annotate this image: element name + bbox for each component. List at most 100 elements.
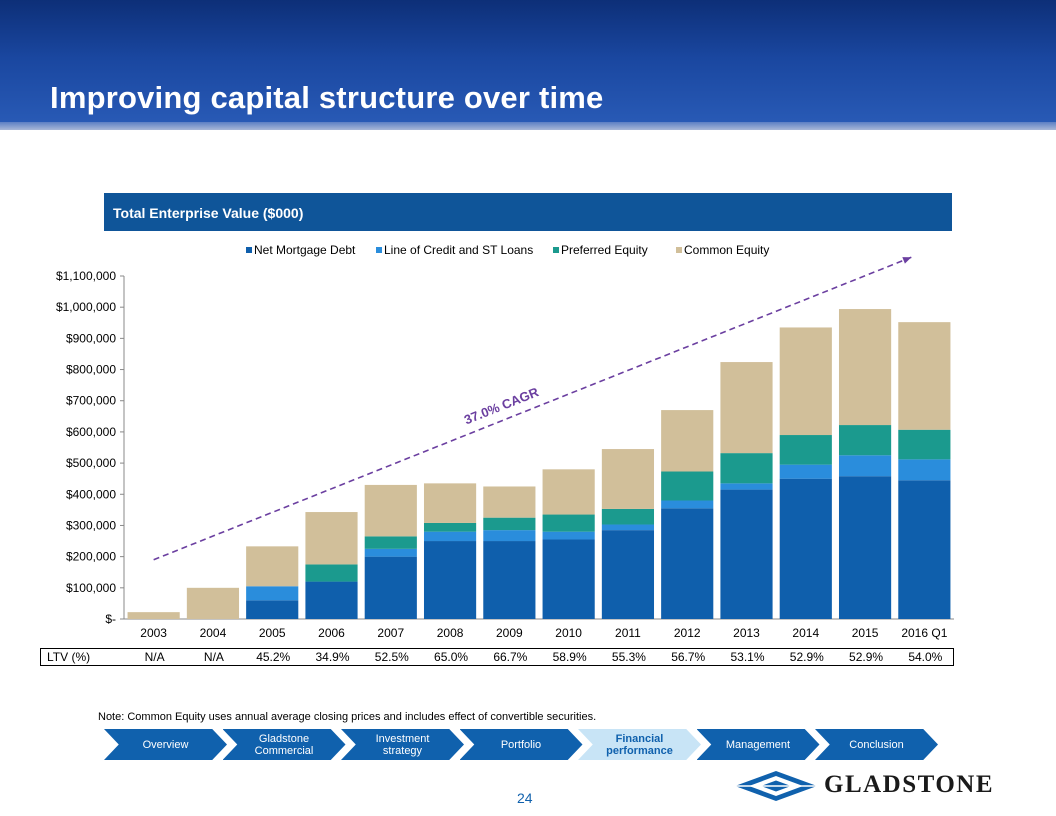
y-tick-label: $1,000,000	[56, 300, 116, 314]
bar-segment	[720, 453, 773, 484]
ltv-value: N/A	[144, 650, 165, 664]
y-tick-label: $200,000	[66, 550, 116, 564]
bar-segment	[305, 581, 358, 619]
ltv-value: 45.2%	[256, 650, 291, 664]
bar-segment	[898, 459, 951, 481]
nav-item-label: Conclusion	[849, 738, 904, 751]
legend-label: Common Equity	[684, 243, 769, 257]
nav-item-overview[interactable]: Overview	[104, 729, 227, 760]
x-tick-label: 2007	[377, 626, 404, 640]
bar-segment	[483, 530, 536, 542]
ltv-value: 53.1%	[730, 650, 765, 664]
bar-segment	[838, 425, 892, 456]
bar-segment	[423, 522, 477, 532]
bar-segment	[483, 541, 536, 619]
page-title: Improving capital structure over time	[50, 80, 604, 115]
nav-item-investment-strategy[interactable]: Investment strategy	[341, 729, 464, 760]
nav-item-financial-performance[interactable]: Financial performance	[578, 729, 701, 760]
nav-item-gladstone-commercial[interactable]: Gladstone Commercial	[222, 729, 346, 760]
cagr-arrowhead	[902, 257, 912, 264]
nav-item-label: Financial performance	[606, 732, 673, 757]
x-tick-label: 2008	[437, 626, 464, 640]
ltv-value: 52.5%	[374, 650, 409, 664]
nav-item-label: Investment strategy	[375, 732, 430, 757]
nav-item-label: Gladstone Commercial	[254, 732, 314, 757]
legend-label: Net Mortgage Debt	[254, 243, 356, 257]
nav-item-management[interactable]: Management	[696, 729, 820, 760]
ltv-value: 34.9%	[315, 650, 350, 664]
bar-segment	[246, 600, 299, 619]
bar-segment	[246, 586, 299, 601]
x-tick-label: 2014	[792, 626, 819, 640]
ltv-value: 66.7%	[493, 650, 528, 664]
section-nav: Overview Gladstone Commercial Investment s…	[104, 729, 954, 760]
bar-segment	[779, 478, 832, 619]
bar-segment	[246, 546, 299, 587]
gladstone-logo-icon	[735, 771, 817, 801]
bar-segment	[364, 536, 417, 549]
x-tick-label: 2013	[733, 626, 760, 640]
bar-segment	[779, 435, 832, 465]
nav-item-label: Portfolio	[500, 738, 542, 751]
header-bar	[0, 0, 1056, 130]
nav-item-label: Overview	[142, 738, 189, 751]
bar-segment	[542, 469, 595, 515]
bar-segment	[661, 410, 714, 472]
bar-segment	[305, 512, 358, 565]
chart-title: Total Enterprise Value ($000)	[104, 193, 952, 231]
bar-segment	[720, 489, 773, 619]
x-tick-label: 2003	[140, 626, 167, 640]
ltv-value: 55.3%	[611, 650, 646, 664]
legend-swatch	[376, 247, 382, 253]
ltv-value: 52.9%	[789, 650, 824, 664]
bar-segment	[601, 508, 655, 525]
bar-segment	[364, 548, 417, 557]
bar-segment	[483, 517, 536, 531]
ltv-value: 54.0%	[908, 650, 943, 664]
nav-item-portfolio[interactable]: Portfolio	[459, 729, 583, 760]
ltv-value: 52.9%	[849, 650, 884, 664]
x-tick-label: 2006	[318, 626, 345, 640]
x-tick-label: 2010	[555, 626, 582, 640]
bar-segment	[601, 524, 655, 531]
y-tick-label: $100,000	[66, 581, 116, 595]
bar-segment	[661, 508, 714, 619]
gladstone-logo-text: GLADSTONE	[824, 771, 995, 798]
bar-segment	[720, 483, 773, 490]
legend-swatch	[246, 247, 252, 253]
ltv-value: 65.0%	[434, 650, 469, 664]
cagr-trend-line	[153, 256, 912, 561]
ltv-value: 58.9%	[552, 650, 587, 664]
y-tick-label: $300,000	[66, 518, 116, 532]
bar-segment	[838, 455, 892, 477]
y-tick-label: $700,000	[66, 394, 116, 408]
header-stripe	[0, 122, 1056, 130]
y-tick-label: $1,100,000	[56, 269, 116, 283]
nav-item-label: Management	[725, 738, 791, 751]
bar-segment	[601, 530, 655, 619]
bar-segment	[423, 541, 477, 619]
x-tick-label: 2005	[259, 626, 286, 640]
y-tick-label: $800,000	[66, 363, 116, 377]
bar-segment	[779, 464, 832, 479]
x-tick-label: 2015	[852, 626, 879, 640]
bar-segment	[720, 362, 773, 454]
bar-segment	[423, 483, 477, 523]
bar-segment	[186, 587, 240, 619]
bar-segment	[779, 327, 832, 436]
bar-segment	[483, 486, 536, 518]
legend-label: Preferred Equity	[561, 243, 648, 257]
ltv-value: N/A	[203, 650, 224, 664]
footnote: Note: Common Equity uses annual average …	[98, 711, 597, 723]
ltv-label: LTV (%)	[47, 650, 91, 664]
y-tick-label: $600,000	[66, 425, 116, 439]
enterprise-value-chart: $- $100,000 $200,000 $300,000 $400,000 $500,0…	[56, 243, 954, 640]
x-tick-label: 2009	[496, 626, 523, 640]
x-tick-label: 2016 Q1	[901, 626, 947, 640]
x-tick-label: 2011	[615, 626, 641, 640]
bar-segment	[898, 322, 951, 430]
bar-segment	[305, 564, 358, 582]
ltv-row: LTV (%) N/A N/A 45.2% 34.9% 52.5% 65.0% 66.7% 5…	[40, 648, 954, 666]
nav-item-conclusion[interactable]: Conclusion	[815, 729, 938, 760]
bar-segment	[898, 480, 951, 619]
